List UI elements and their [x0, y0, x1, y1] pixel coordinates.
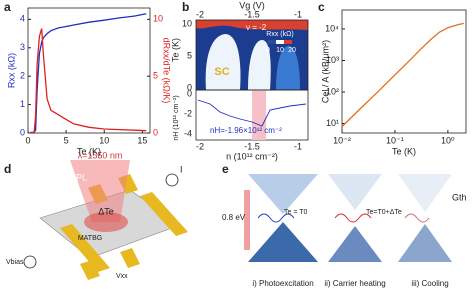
- panel-label: e: [222, 162, 229, 176]
- tick-label: -1.5: [244, 141, 260, 151]
- annotation: ν = -2: [246, 23, 267, 32]
- annotation: Vxx: [116, 273, 128, 280]
- annotation: 0.8 eV: [222, 213, 246, 222]
- tick-label: 0: [187, 82, 192, 92]
- x-tick-label: 0: [25, 135, 30, 145]
- colorbar-label: Rxx (kΩ): [266, 31, 293, 38]
- x-axis-label: Te (K): [392, 146, 416, 156]
- y-tick-label: 10²: [326, 86, 339, 96]
- y-axis-label: Rxx (kΩ): [6, 53, 16, 88]
- panel-label: a: [4, 0, 11, 14]
- y-tick-label: 1: [20, 99, 25, 109]
- y-tick-label: 10³: [326, 55, 339, 65]
- x-axis-label: Te (K): [77, 146, 101, 156]
- x-tick-label: 10⁰: [441, 135, 455, 145]
- annotation: SC: [214, 66, 229, 78]
- tick-label: 10: [182, 18, 192, 28]
- panel-e: e 0.8 eV Te = T0 Te=T0+ΔTe Gth i) Photoe…: [222, 162, 467, 288]
- y-tick-label: 3: [20, 42, 25, 52]
- y2-axis-label: dRxx/dTe (kΩ/K): [162, 38, 172, 104]
- annotation: Te = T0: [284, 209, 308, 216]
- axis-label: n (10¹² cm⁻²): [226, 151, 278, 161]
- y2-tick-label: 5: [153, 71, 158, 81]
- data-line: [30, 13, 147, 134]
- step-label: i) Photoexcitation: [252, 279, 313, 288]
- tick-label: -2: [184, 108, 192, 118]
- colorbar-tick: 20: [288, 47, 296, 54]
- axis-label: Te (K): [170, 38, 180, 62]
- colorbar-tick: 10: [276, 47, 284, 54]
- x-tick-label: 10⁻²: [333, 135, 351, 145]
- data-line: [341, 22, 464, 128]
- panel-label: b: [182, 0, 189, 14]
- y2-tick-label: 0: [153, 127, 158, 137]
- plot-frame: [341, 9, 467, 134]
- colorbar-tick: 0: [266, 47, 270, 54]
- axis-label: nH (10¹² cm⁻²): [173, 95, 180, 140]
- x-tick-label: 5: [64, 135, 69, 145]
- tick-label: -1: [294, 141, 302, 151]
- annotation: nH=-1.96×10¹² cm⁻²: [210, 126, 282, 135]
- annotation: MATBG: [78, 235, 102, 242]
- tick-label: -1: [294, 9, 302, 19]
- panel-b-map: [195, 19, 309, 141]
- panel-b-text: b Vg (V) -2 -1.5 -1 Te (K) 10 5 0 ν = -2…: [170, 0, 302, 161]
- tick-label: 0: [187, 88, 192, 98]
- step-label: ii) Carrier heating: [324, 279, 385, 288]
- annotation: Vbias: [6, 259, 24, 266]
- annotation: Gth: [452, 192, 467, 202]
- plot-frame: [27, 7, 151, 134]
- tick-label: -1.5: [244, 9, 260, 19]
- y-tick-label: 4: [20, 14, 25, 24]
- annotation: Te=T0+ΔTe: [366, 209, 402, 216]
- data-line: [30, 28, 147, 134]
- tick-label: -2: [196, 9, 204, 19]
- x-tick-label: 15: [137, 135, 147, 145]
- x-tick-label: 10: [99, 135, 109, 145]
- annotation: λ=1550 nm: [78, 150, 123, 160]
- tick-label: -4: [184, 128, 192, 138]
- annotation: PL: [76, 172, 87, 182]
- annotation: ΔTe: [98, 206, 114, 216]
- tick-label: -2: [196, 141, 204, 151]
- panel-label: c: [318, 0, 325, 14]
- y-tick-label: 10⁴: [325, 23, 339, 33]
- panel-label: d: [4, 162, 11, 176]
- y-axis-label: Cel / A (kB/μm²): [320, 40, 330, 103]
- x-tick-label: 10⁻¹: [386, 135, 404, 145]
- step-label: iii) Cooling: [411, 279, 448, 288]
- y-tick-label: 10¹: [326, 118, 339, 128]
- y2-tick-label: 10: [153, 14, 163, 24]
- tick-label: 5: [187, 50, 192, 60]
- axis-label: Vg (V): [239, 0, 265, 10]
- y-tick-label: 2: [20, 71, 25, 81]
- panel-d: d λ=1550 nm PL I ΔTe MATBG Vbias Vxx: [4, 150, 188, 280]
- y-tick-label: 0: [20, 127, 25, 137]
- annotation: I: [180, 164, 183, 174]
